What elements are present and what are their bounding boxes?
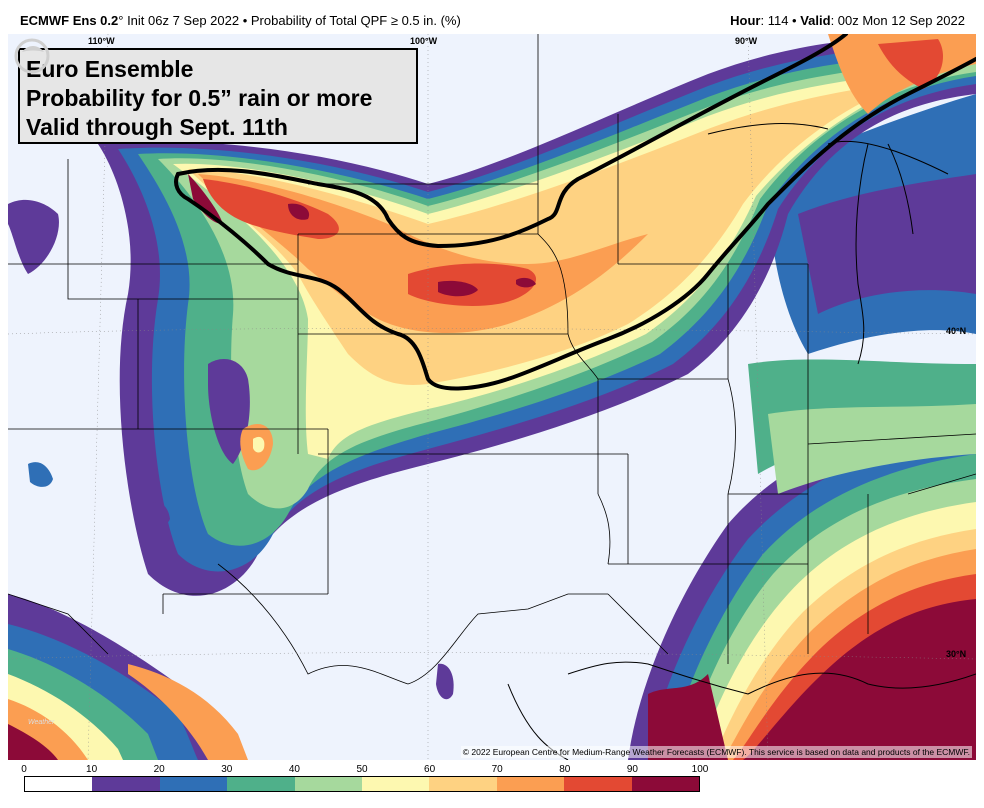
lon-label-110w: 110°W	[88, 36, 115, 46]
colorbar-swatch	[429, 777, 497, 791]
colorbar-swatch	[294, 777, 363, 791]
init-time: Init 06z 7 Sep 2022	[123, 13, 240, 28]
hour-label: Hour	[730, 13, 761, 28]
state-borders	[8, 34, 976, 685]
probability-map: 110°W 100°W 90°W 40°N 30°N Euro Ensemble…	[8, 34, 976, 760]
product-name: Probability of Total QPF ≥ 0.5 in. (%)	[250, 13, 461, 28]
map-canvas	[8, 34, 976, 760]
valid-value: : 00z Mon 12 Sep 2022	[830, 13, 965, 28]
colorbar-tick-label: 70	[491, 764, 503, 775]
colorbar-tick-label: 90	[626, 764, 638, 775]
colorbar-swatch	[631, 777, 700, 791]
colorbar-tick-label: 60	[424, 764, 436, 775]
annotation-box: Euro Ensemble Probability for 0.5” rain …	[18, 48, 418, 144]
colorbar-tick-label: 40	[288, 764, 300, 775]
colorbar-swatch	[159, 777, 228, 791]
annotation-line-2: Probability for 0.5” rain or more	[26, 85, 373, 111]
colorbar-tick-label: 10	[86, 764, 98, 775]
annotation-line-1: Euro Ensemble	[26, 56, 194, 82]
colorbar-tick-label: 50	[356, 764, 368, 775]
colorbar-swatch	[92, 777, 160, 791]
valid-time: Hour: 114 • Valid: 00z Mon 12 Sep 2022	[730, 13, 965, 28]
colorbar-tick-label: 20	[153, 764, 165, 775]
graticule	[8, 34, 976, 760]
lat-label-30n: 30°N	[946, 649, 967, 659]
colorbar-tick-label: 100	[691, 764, 709, 775]
colorbar-tick-label: 80	[559, 764, 571, 775]
lon-label-90w: 90°W	[735, 36, 758, 46]
colorbar-swatch	[25, 777, 93, 791]
colorbar-swatch	[362, 777, 430, 791]
colorbar	[24, 776, 700, 792]
lat-label-40n: 40°N	[946, 326, 967, 336]
copyright-credit: © 2022 European Centre for Medium-Range …	[460, 746, 972, 758]
header-bar: ECMWF Ens 0.2° Init 06z 7 Sep 2022 • Pro…	[0, 0, 984, 34]
colorbar-tick-label: 0	[21, 764, 27, 775]
map-title: ECMWF Ens 0.2° Init 06z 7 Sep 2022 • Pro…	[20, 13, 461, 28]
coastlines	[507, 123, 976, 760]
forecast-outline	[174, 34, 976, 391]
valid-label: Valid	[800, 13, 831, 28]
colorbar-tick-label: 30	[221, 764, 233, 775]
hour-value: : 114	[760, 13, 789, 28]
model-name: ECMWF Ens 0.2	[20, 13, 119, 28]
watermark-text: Weather	[28, 719, 55, 726]
annotation-line-3: Valid through Sept. 11th	[26, 114, 288, 140]
colorbar-swatch	[227, 777, 295, 791]
colorbar-swatch	[564, 777, 632, 791]
lon-label-100w: 100°W	[410, 36, 438, 46]
weatherbell-logo-icon	[14, 38, 50, 74]
colorbar-swatch	[496, 777, 565, 791]
